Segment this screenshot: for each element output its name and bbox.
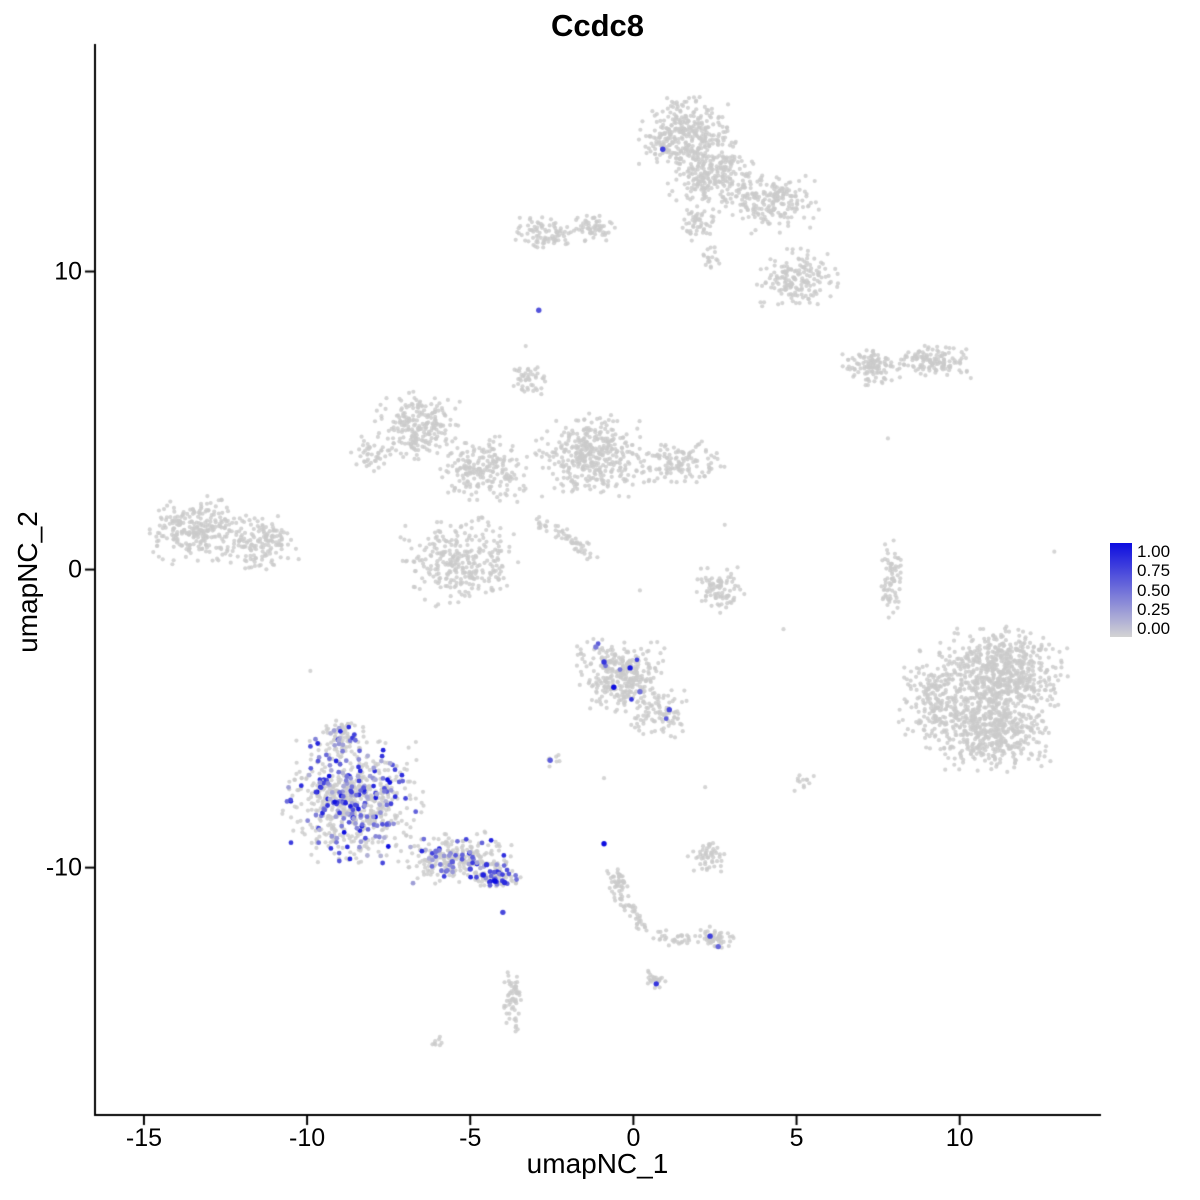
y-tick-label: 10 xyxy=(54,257,82,286)
x-tick-label: -5 xyxy=(459,1124,482,1152)
x-tick-label: 5 xyxy=(789,1124,804,1152)
x-tick-label: 0 xyxy=(626,1124,641,1152)
legend-label: 0.75 xyxy=(1137,561,1171,581)
x-tick-label: -10 xyxy=(289,1124,326,1152)
legend-gradient-bar xyxy=(1110,543,1132,637)
x-tick-label: 10 xyxy=(945,1124,974,1152)
y-tick-label: -10 xyxy=(45,853,82,882)
x-axis-title: umapNC_1 xyxy=(526,1148,669,1179)
legend-labels: 1.00 0.75 0.50 0.25 0.00 xyxy=(1137,543,1170,637)
y-tick-label: 0 xyxy=(68,555,82,584)
x-tick-label: -15 xyxy=(125,1124,163,1152)
legend-label: 0.00 xyxy=(1137,619,1171,638)
legend-label: 0.25 xyxy=(1137,599,1171,619)
plot-title: Ccdc8 xyxy=(550,8,645,43)
expression-legend: 1.00 0.75 0.50 0.25 0.00 xyxy=(1110,543,1170,637)
legend-label: 1.00 xyxy=(1137,542,1171,561)
legend-label: 0.50 xyxy=(1137,580,1171,600)
